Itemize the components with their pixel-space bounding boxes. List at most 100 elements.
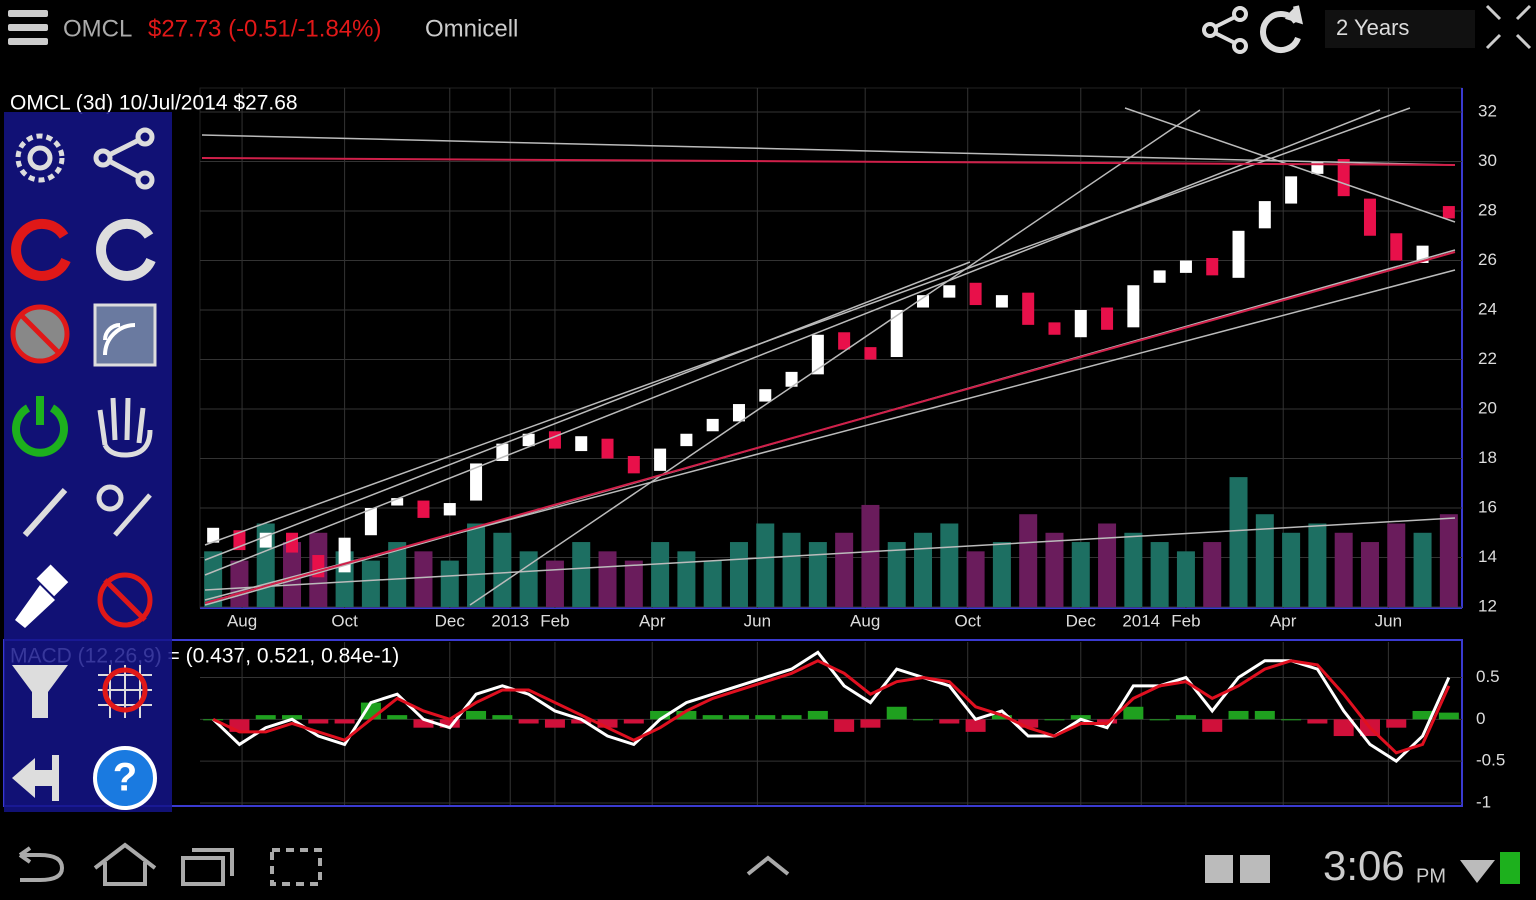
- chart-title: OMCL (3d) 10/Jul/2014 $27.68: [10, 92, 298, 115]
- candle-body: [259, 532, 272, 548]
- pan-tool[interactable]: [97, 397, 153, 458]
- status-icons: [1205, 852, 1520, 884]
- x-tick-label: Jun: [744, 611, 771, 630]
- histogram-bar: [518, 719, 539, 724]
- volume-bar: [756, 523, 775, 607]
- macd-line: [212, 650, 1451, 764]
- volume-bar: [1255, 514, 1274, 607]
- volume-bar: [1360, 542, 1379, 607]
- histogram-bar: [413, 719, 434, 728]
- histogram-bar: [623, 719, 644, 724]
- share-tool[interactable]: [93, 127, 155, 190]
- histogram-bar: [728, 715, 749, 720]
- y-tick-label: 22: [1478, 349, 1497, 368]
- help-button[interactable]: ?: [93, 746, 157, 810]
- volume-bar: [1019, 514, 1038, 607]
- y-tick-label: 26: [1478, 250, 1497, 269]
- histogram-bar: [308, 719, 329, 724]
- volume-bar: [1071, 542, 1090, 607]
- candle-body: [286, 532, 299, 553]
- histogram-bar: [939, 719, 960, 724]
- x-tick-label: Oct: [954, 611, 981, 630]
- nav-recent[interactable]: [181, 848, 234, 886]
- flashlight-tool[interactable]: [15, 564, 69, 628]
- menu-button[interactable]: [8, 10, 48, 45]
- candle-body: [943, 285, 956, 298]
- candle-body: [417, 500, 430, 518]
- filter-tool[interactable]: [12, 665, 68, 718]
- histogram-bar: [255, 715, 276, 720]
- volume-bar: [204, 551, 223, 607]
- histogram-bar: [913, 719, 934, 721]
- reload-red[interactable]: [11, 218, 71, 281]
- histogram-bar: [1175, 715, 1196, 720]
- clock: 3:06: [1323, 842, 1405, 889]
- y-tick-label: -1: [1476, 792, 1491, 811]
- y-tick-label: 16: [1478, 497, 1497, 516]
- nav-back[interactable]: [18, 846, 65, 882]
- volume-bar: [283, 542, 302, 607]
- histogram-bar: [860, 719, 881, 728]
- no-ads[interactable]: [10, 304, 70, 364]
- no-grid[interactable]: [98, 665, 152, 718]
- histogram-bar: [282, 715, 303, 720]
- volume-bar: [519, 551, 538, 607]
- volume-bar: [388, 542, 407, 607]
- candle-body: [1285, 176, 1298, 204]
- volume-bar: [835, 532, 854, 607]
- symbol: OMCL: [63, 15, 132, 42]
- draw-circle-tool[interactable]: [96, 484, 152, 537]
- candle-body: [548, 431, 561, 449]
- candle-body: [654, 448, 667, 471]
- volume-bar: [1308, 523, 1327, 607]
- volume-bar: [467, 523, 486, 607]
- candle-body: [917, 295, 930, 308]
- candle-body: [680, 433, 693, 447]
- quote: $27.73 (-0.51/-1.84%): [148, 15, 381, 42]
- candle-body: [1048, 322, 1061, 335]
- draw-tool[interactable]: [22, 488, 68, 537]
- histogram-bar: [1307, 719, 1328, 724]
- nav-home[interactable]: [93, 842, 157, 886]
- share-button[interactable]: [1202, 6, 1248, 54]
- news-button[interactable]: [93, 303, 157, 367]
- histogram-bar: [991, 715, 1012, 720]
- candle-body: [1179, 260, 1192, 273]
- histogram-bar: [965, 719, 986, 732]
- range-dropdown[interactable]: [1325, 10, 1475, 48]
- reload-white[interactable]: [96, 218, 156, 281]
- histogram-bar: [650, 710, 671, 720]
- candle-body: [470, 463, 483, 501]
- candle-body: [1258, 201, 1271, 229]
- back-button[interactable]: [12, 755, 59, 801]
- volume-bar: [1098, 523, 1117, 607]
- erase-tool[interactable]: [97, 572, 153, 628]
- y-tick-label: 14: [1478, 547, 1497, 566]
- candle-body: [995, 295, 1008, 308]
- fullscreen-button[interactable]: [1485, 4, 1532, 50]
- volume-bar: [651, 542, 670, 607]
- histogram-bar: [1123, 706, 1144, 720]
- volume-bar: [782, 532, 801, 607]
- volume-bar: [1124, 532, 1143, 607]
- volume-bar: [703, 560, 722, 607]
- x-tick-label: Jun: [1375, 611, 1402, 630]
- candle-body: [1337, 159, 1350, 197]
- x-tick-label: Feb: [1171, 611, 1200, 630]
- settings-button[interactable]: [15, 133, 65, 183]
- power-button[interactable]: [12, 396, 68, 457]
- nav-screenshot[interactable]: [270, 848, 322, 886]
- histogram-bar: [544, 719, 565, 728]
- candle-body: [1363, 198, 1376, 236]
- volume-bar: [729, 542, 748, 607]
- x-tick-label: Feb: [540, 611, 569, 630]
- y-tick-label: 20: [1478, 398, 1497, 417]
- candle-body: [1153, 270, 1166, 283]
- y-tick-label: 12: [1478, 596, 1497, 615]
- refresh-button[interactable]: [1260, 5, 1304, 53]
- nav-up[interactable]: [746, 855, 790, 876]
- histogram-bar: [1097, 719, 1118, 724]
- histogram-bar: [702, 715, 723, 720]
- histogram-bar: [1281, 719, 1302, 721]
